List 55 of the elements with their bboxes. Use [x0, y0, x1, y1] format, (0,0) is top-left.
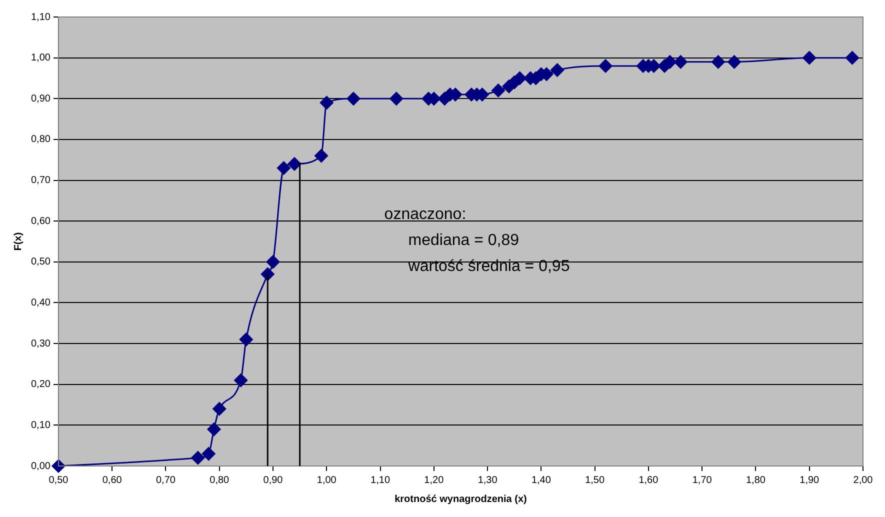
y-tick-label: 0,90: [30, 93, 51, 104]
x-tick-label: 1,80: [746, 474, 766, 486]
x-tick-label: 1,20: [424, 474, 444, 486]
x-tick-label: 0,80: [210, 474, 230, 486]
y-tick-label: 0,30: [30, 338, 51, 350]
point: [802, 51, 816, 65]
x-tick-label: 1,10: [370, 474, 390, 486]
point: [276, 161, 290, 175]
y-tick-label: 1,00: [30, 52, 51, 64]
point: [346, 92, 360, 106]
x-tick-label: 1,40: [531, 474, 552, 486]
y-tick-label: 0,10: [30, 420, 51, 431]
x-tick-label: 0,90: [263, 474, 284, 486]
x-tick-label: 1,30: [478, 474, 498, 486]
point: [212, 402, 226, 416]
x-tick-label: 0,70: [156, 474, 176, 486]
point: [550, 63, 564, 77]
point: [320, 96, 334, 110]
x-tick-label: 1,50: [585, 474, 605, 486]
point: [663, 55, 677, 69]
point: [207, 422, 221, 436]
point: [711, 55, 725, 69]
x-tick-label: 1,00: [316, 474, 337, 486]
point: [492, 84, 506, 98]
x-tick-label: 0,50: [48, 474, 69, 486]
y-tick-label: 0,70: [30, 175, 51, 186]
x-tick-label: 1,60: [638, 474, 659, 486]
y-tick-label: 0,60: [30, 216, 51, 227]
x-axis-title: krotność wynagrodzenia (x): [394, 494, 527, 505]
point: [674, 55, 688, 69]
point: [234, 374, 248, 388]
y-tick-label: 0,40: [30, 297, 51, 308]
x-tick-label: 2,00: [853, 474, 874, 486]
point: [202, 447, 216, 461]
y-axis-title: F(x): [12, 232, 24, 251]
y-tick-label: 1,10: [30, 12, 51, 23]
point: [728, 55, 742, 69]
point: [314, 149, 328, 163]
annotation: oznaczono:: [384, 206, 466, 224]
point: [288, 157, 302, 171]
y-tick-label: 0,80: [30, 134, 51, 146]
point: [52, 459, 66, 473]
point: [239, 332, 253, 346]
point: [266, 255, 280, 269]
annotation: mediana = 0,89: [408, 232, 520, 250]
y-tick-label: 0,00: [30, 460, 51, 472]
x-tick-label: 0,60: [102, 474, 122, 486]
point: [390, 92, 404, 106]
point: [191, 451, 205, 465]
x-tick-label: 1,90: [800, 474, 820, 486]
point: [846, 51, 860, 65]
x-tick-label: 1,70: [692, 474, 712, 486]
point: [598, 59, 612, 73]
y-tick-label: 0,50: [30, 256, 51, 268]
y-tick-label: 0,20: [30, 379, 51, 390]
